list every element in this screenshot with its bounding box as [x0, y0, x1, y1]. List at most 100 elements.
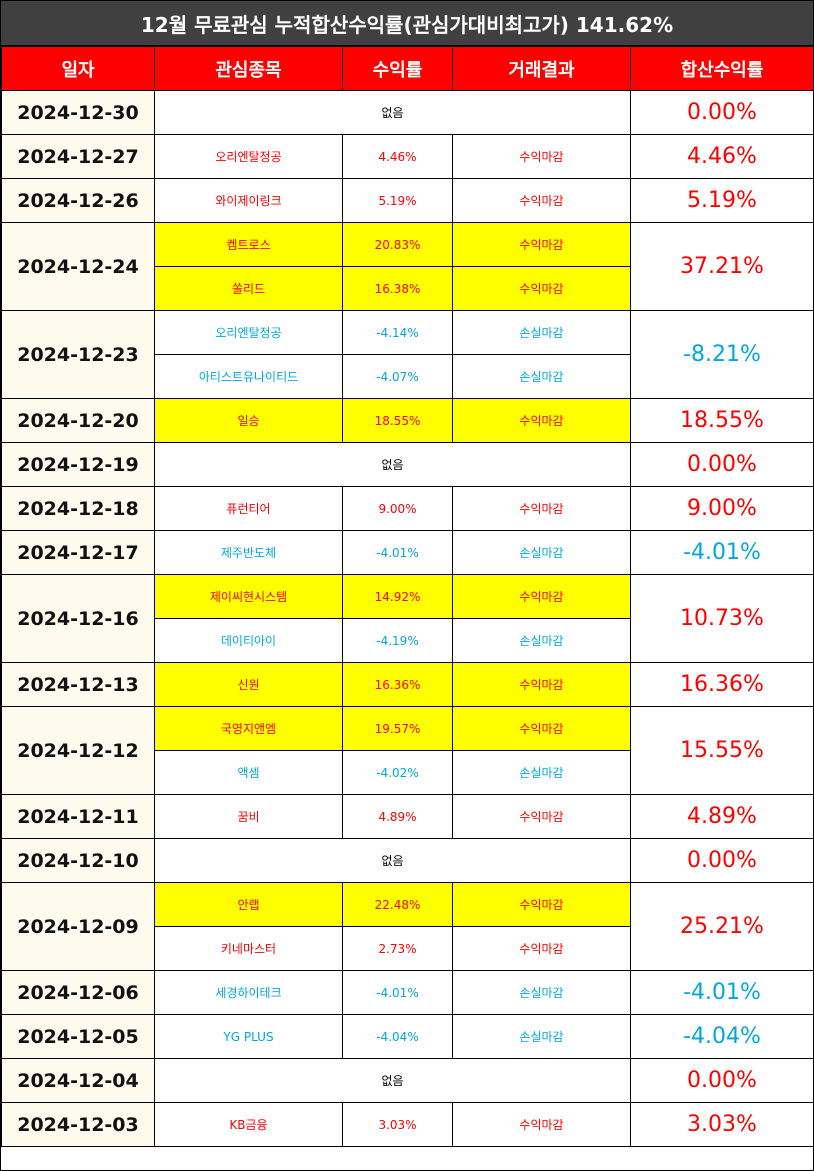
stock-name-cell: 제이씨현시스템 [154, 574, 343, 619]
return-cell: 9.00% [342, 486, 453, 531]
return-cell: -4.14% [342, 310, 453, 355]
total-return-cell: -4.04% [630, 1014, 814, 1059]
no-pick-cell: 없음 [154, 1058, 631, 1103]
table-row: 액셈 -4.02% 손실마감 [2, 750, 814, 795]
table-row: 키네마스터 2.73% 수익마감 [2, 926, 814, 971]
table-row: 2024-12-03 KB금융 3.03% 수익마감 3.03% [1, 1102, 814, 1147]
return-cell: 4.89% [342, 794, 453, 839]
date-cell: 2024-12-19 [1, 442, 155, 487]
result-cell: 손실마감 [452, 618, 631, 663]
date-cell: 2024-12-11 [1, 794, 155, 839]
total-return-cell: 5.19% [630, 178, 814, 223]
date-cell: 2024-12-26 [1, 178, 155, 223]
table-row: 2024-12-23 오리엔탈정공 -4.14% 손실마감 -8.21% [1, 310, 814, 399]
result-cell: 수익마감 [452, 486, 631, 531]
result-cell: 수익마감 [452, 926, 631, 971]
returns-table: 일자 관심종목 수익률 거래결과 합산수익률 2024-12-30 없음 0.00%… [1, 46, 814, 1147]
return-cell: -4.01% [342, 530, 453, 575]
table-row: 2024-12-11 꿈비 4.89% 수익마감 4.89% [1, 794, 814, 839]
stock-name-cell: 제주반도체 [154, 530, 343, 575]
stock-name-cell: 와이제이링크 [154, 178, 343, 223]
result-cell: 수익마감 [452, 178, 631, 223]
table-row: 2024-12-09 안랩 22.48% 수익마감 25.21% [1, 882, 814, 971]
result-cell: 손실마감 [452, 970, 631, 1015]
date-cell: 2024-12-04 [1, 1058, 155, 1103]
return-cell: -4.04% [342, 1014, 453, 1059]
table-row: 2024-12-12 국영지앤엠 19.57% 수익마감 15.55% [1, 706, 814, 795]
stock-name-cell: KB금융 [154, 1102, 343, 1147]
total-return-cell: 10.73% [630, 574, 814, 663]
result-cell: 손실마감 [452, 310, 631, 355]
total-return-cell: 18.55% [630, 398, 814, 443]
table-row: 아티스트유나이티드 -4.07% 손실마감 [2, 354, 814, 399]
result-cell: 수익마감 [452, 1102, 631, 1147]
header-date: 일자 [1, 46, 155, 91]
date-cell: 2024-12-10 [1, 838, 155, 883]
return-cell: 2.73% [342, 926, 453, 971]
stock-name-cell: 오리엔탈정공 [154, 134, 343, 179]
header-stock: 관심종목 [154, 46, 343, 91]
table-row: 2024-12-26 와이제이링크 5.19% 수익마감 5.19% [1, 178, 814, 223]
return-cell: 16.36% [342, 662, 453, 707]
table-row: 2024-12-04 없음 0.00% [1, 1058, 814, 1103]
table-row: 2024-12-19 없음 0.00% [1, 442, 814, 487]
stock-name-cell: 꿈비 [154, 794, 343, 839]
table-row: 2024-12-17 제주반도체 -4.01% 손실마감 -4.01% [1, 530, 814, 575]
table-row: 쏠리드 16.38% 수익마감 [2, 266, 814, 311]
return-cell: 5.19% [342, 178, 453, 223]
return-cell: 19.57% [342, 706, 453, 751]
date-cell: 2024-12-12 [1, 706, 155, 795]
return-cell: -4.19% [342, 618, 453, 663]
table-row: 2024-12-05 YG PLUS -4.04% 손실마감 -4.04% [1, 1014, 814, 1059]
header-row: 일자 관심종목 수익률 거래결과 합산수익률 [1, 46, 814, 91]
total-return-cell: 3.03% [630, 1102, 814, 1147]
result-cell: 수익마감 [452, 706, 631, 751]
total-return-cell: -8.21% [630, 310, 814, 399]
result-cell: 수익마감 [452, 882, 631, 927]
total-return-cell: 37.21% [630, 222, 814, 311]
date-cell: 2024-12-05 [1, 1014, 155, 1059]
total-return-cell: 4.89% [630, 794, 814, 839]
stock-name-cell: 데이티아이 [154, 618, 343, 663]
total-return-cell: 0.00% [630, 442, 814, 487]
date-cell: 2024-12-03 [1, 1102, 155, 1147]
stock-name-cell: 국영지앤엠 [154, 706, 343, 751]
date-cell: 2024-12-18 [1, 486, 155, 531]
result-cell: 손실마감 [452, 750, 631, 795]
no-pick-cell: 없음 [154, 90, 631, 135]
date-cell: 2024-12-13 [1, 662, 155, 707]
return-cell: 4.46% [342, 134, 453, 179]
table-row: 2024-12-06 세경하이테크 -4.01% 손실마감 -4.01% [1, 970, 814, 1015]
total-return-cell: 0.00% [630, 90, 814, 135]
stock-name-cell: 키네마스터 [154, 926, 343, 971]
return-cell: 3.03% [342, 1102, 453, 1147]
no-pick-cell: 없음 [154, 838, 631, 883]
table-row: 2024-12-13 신원 16.36% 수익마감 16.36% [1, 662, 814, 707]
date-cell: 2024-12-20 [1, 398, 155, 443]
total-return-cell: 0.00% [630, 1058, 814, 1103]
stock-name-cell: 안랩 [154, 882, 343, 927]
no-pick-cell: 없음 [154, 442, 631, 487]
table-row: 2024-12-24 켐트로스 20.83% 수익마감 37.21% [1, 222, 814, 311]
result-cell: 수익마감 [452, 134, 631, 179]
return-cell: 18.55% [342, 398, 453, 443]
header-total: 합산수익률 [630, 46, 814, 91]
return-cell: 14.92% [342, 574, 453, 619]
return-cell: 16.38% [342, 266, 453, 311]
stock-name-cell: 오리엔탈정공 [154, 310, 343, 355]
stock-name-cell: YG PLUS [154, 1014, 343, 1059]
total-return-cell: 16.36% [630, 662, 814, 707]
table-row: 데이티아이 -4.19% 손실마감 [2, 618, 814, 663]
stock-name-cell: 일승 [154, 398, 343, 443]
date-cell: 2024-12-17 [1, 530, 155, 575]
total-return-cell: 0.00% [630, 838, 814, 883]
header-result: 거래결과 [452, 46, 631, 91]
total-return-cell: 9.00% [630, 486, 814, 531]
result-cell: 수익마감 [452, 266, 631, 311]
return-cell: 20.83% [342, 222, 453, 267]
result-cell: 수익마감 [452, 222, 631, 267]
result-cell: 손실마감 [452, 1014, 631, 1059]
stock-name-cell: 퓨런티어 [154, 486, 343, 531]
date-cell: 2024-12-23 [1, 310, 155, 399]
